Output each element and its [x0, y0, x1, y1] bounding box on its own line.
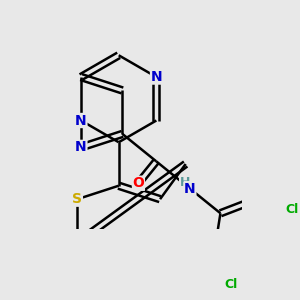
Text: Cl: Cl [285, 203, 298, 216]
Text: Cl: Cl [225, 278, 238, 291]
Text: N: N [75, 140, 87, 154]
Text: S: S [72, 192, 82, 206]
Text: N: N [75, 113, 87, 128]
Text: N: N [151, 70, 162, 84]
Text: H: H [180, 176, 190, 189]
Text: N: N [184, 182, 196, 196]
Text: O: O [133, 176, 144, 190]
